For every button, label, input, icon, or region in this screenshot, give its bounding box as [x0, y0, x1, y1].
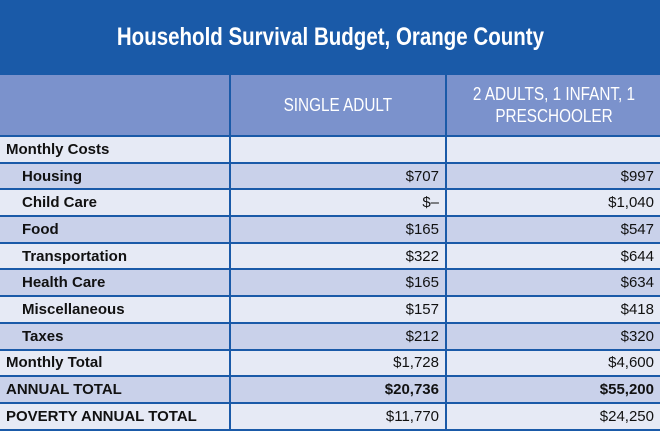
cell-family: $24,250 — [446, 402, 660, 431]
cell-family: $418 — [446, 296, 660, 324]
cell-single: $322 — [230, 242, 447, 271]
table-row-monthly-total: Monthly Total $1,728 $4,600 — [0, 349, 660, 378]
row-label: Monthly Total — [0, 349, 231, 378]
row-label: Transportation — [0, 242, 231, 271]
page-title: Household Survival Budget, Orange County — [116, 23, 544, 51]
row-label: POVERTY ANNUAL TOTAL — [0, 402, 231, 431]
title-bar: Household Survival Budget, Orange County — [0, 0, 660, 75]
row-label: ANNUAL TOTAL — [0, 376, 231, 404]
cell-family: $1,040 — [446, 189, 660, 218]
table-row-poverty-annual-total: POVERTY ANNUAL TOTAL $11,770 $24,250 — [0, 402, 660, 431]
row-label: Health Care — [0, 269, 231, 298]
cell-single: $157 — [230, 296, 447, 324]
cell-family: $547 — [446, 216, 660, 244]
table-row-monthly-costs: Monthly Costs — [0, 136, 660, 164]
header-single-adult: SINGLE ADULT — [230, 75, 447, 137]
table-row-housing: Housing $707 $997 — [0, 162, 660, 191]
table-row-annual-total: ANNUAL TOTAL $20,736 $55,200 — [0, 376, 660, 404]
cell-single: $1,728 — [230, 349, 447, 378]
cell-single: $165 — [230, 269, 447, 298]
table-row-food: Food $165 $547 — [0, 216, 660, 244]
cell-family: $997 — [446, 162, 660, 191]
cell-single: $212 — [230, 322, 447, 351]
cell-family: $55,200 — [446, 376, 660, 404]
table-row-miscellaneous: Miscellaneous $157 $418 — [0, 296, 660, 324]
table-row-taxes: Taxes $212 $320 — [0, 322, 660, 351]
cell-single: $707 — [230, 162, 447, 191]
row-label: Housing — [0, 162, 231, 191]
cell-single: $– — [230, 189, 447, 218]
table-row-transportation: Transportation $322 $644 — [0, 242, 660, 271]
table-header-row: SINGLE ADULT 2 ADULTS, 1 INFANT, 1 PRESC… — [0, 75, 660, 137]
cell-family: $4,600 — [446, 349, 660, 378]
cell-family: $320 — [446, 322, 660, 351]
budget-table: SINGLE ADULT 2 ADULTS, 1 INFANT, 1 PRESC… — [0, 75, 660, 431]
row-label: Monthly Costs — [0, 136, 231, 164]
row-label: Child Care — [0, 189, 231, 218]
cell-single — [230, 136, 447, 164]
header-empty-cell — [0, 75, 231, 137]
cell-single: $11,770 — [230, 402, 447, 431]
cell-family — [446, 136, 660, 164]
row-label: Taxes — [0, 322, 231, 351]
table-row-health-care: Health Care $165 $634 — [0, 269, 660, 298]
row-label: Food — [0, 216, 231, 244]
row-label: Miscellaneous — [0, 296, 231, 324]
cell-family: $634 — [446, 269, 660, 298]
table-row-child-care: Child Care $– $1,040 — [0, 189, 660, 218]
header-family: 2 ADULTS, 1 INFANT, 1 PRESCHOOLER — [446, 75, 660, 137]
cell-single: $165 — [230, 216, 447, 244]
cell-single: $20,736 — [230, 376, 447, 404]
cell-family: $644 — [446, 242, 660, 271]
